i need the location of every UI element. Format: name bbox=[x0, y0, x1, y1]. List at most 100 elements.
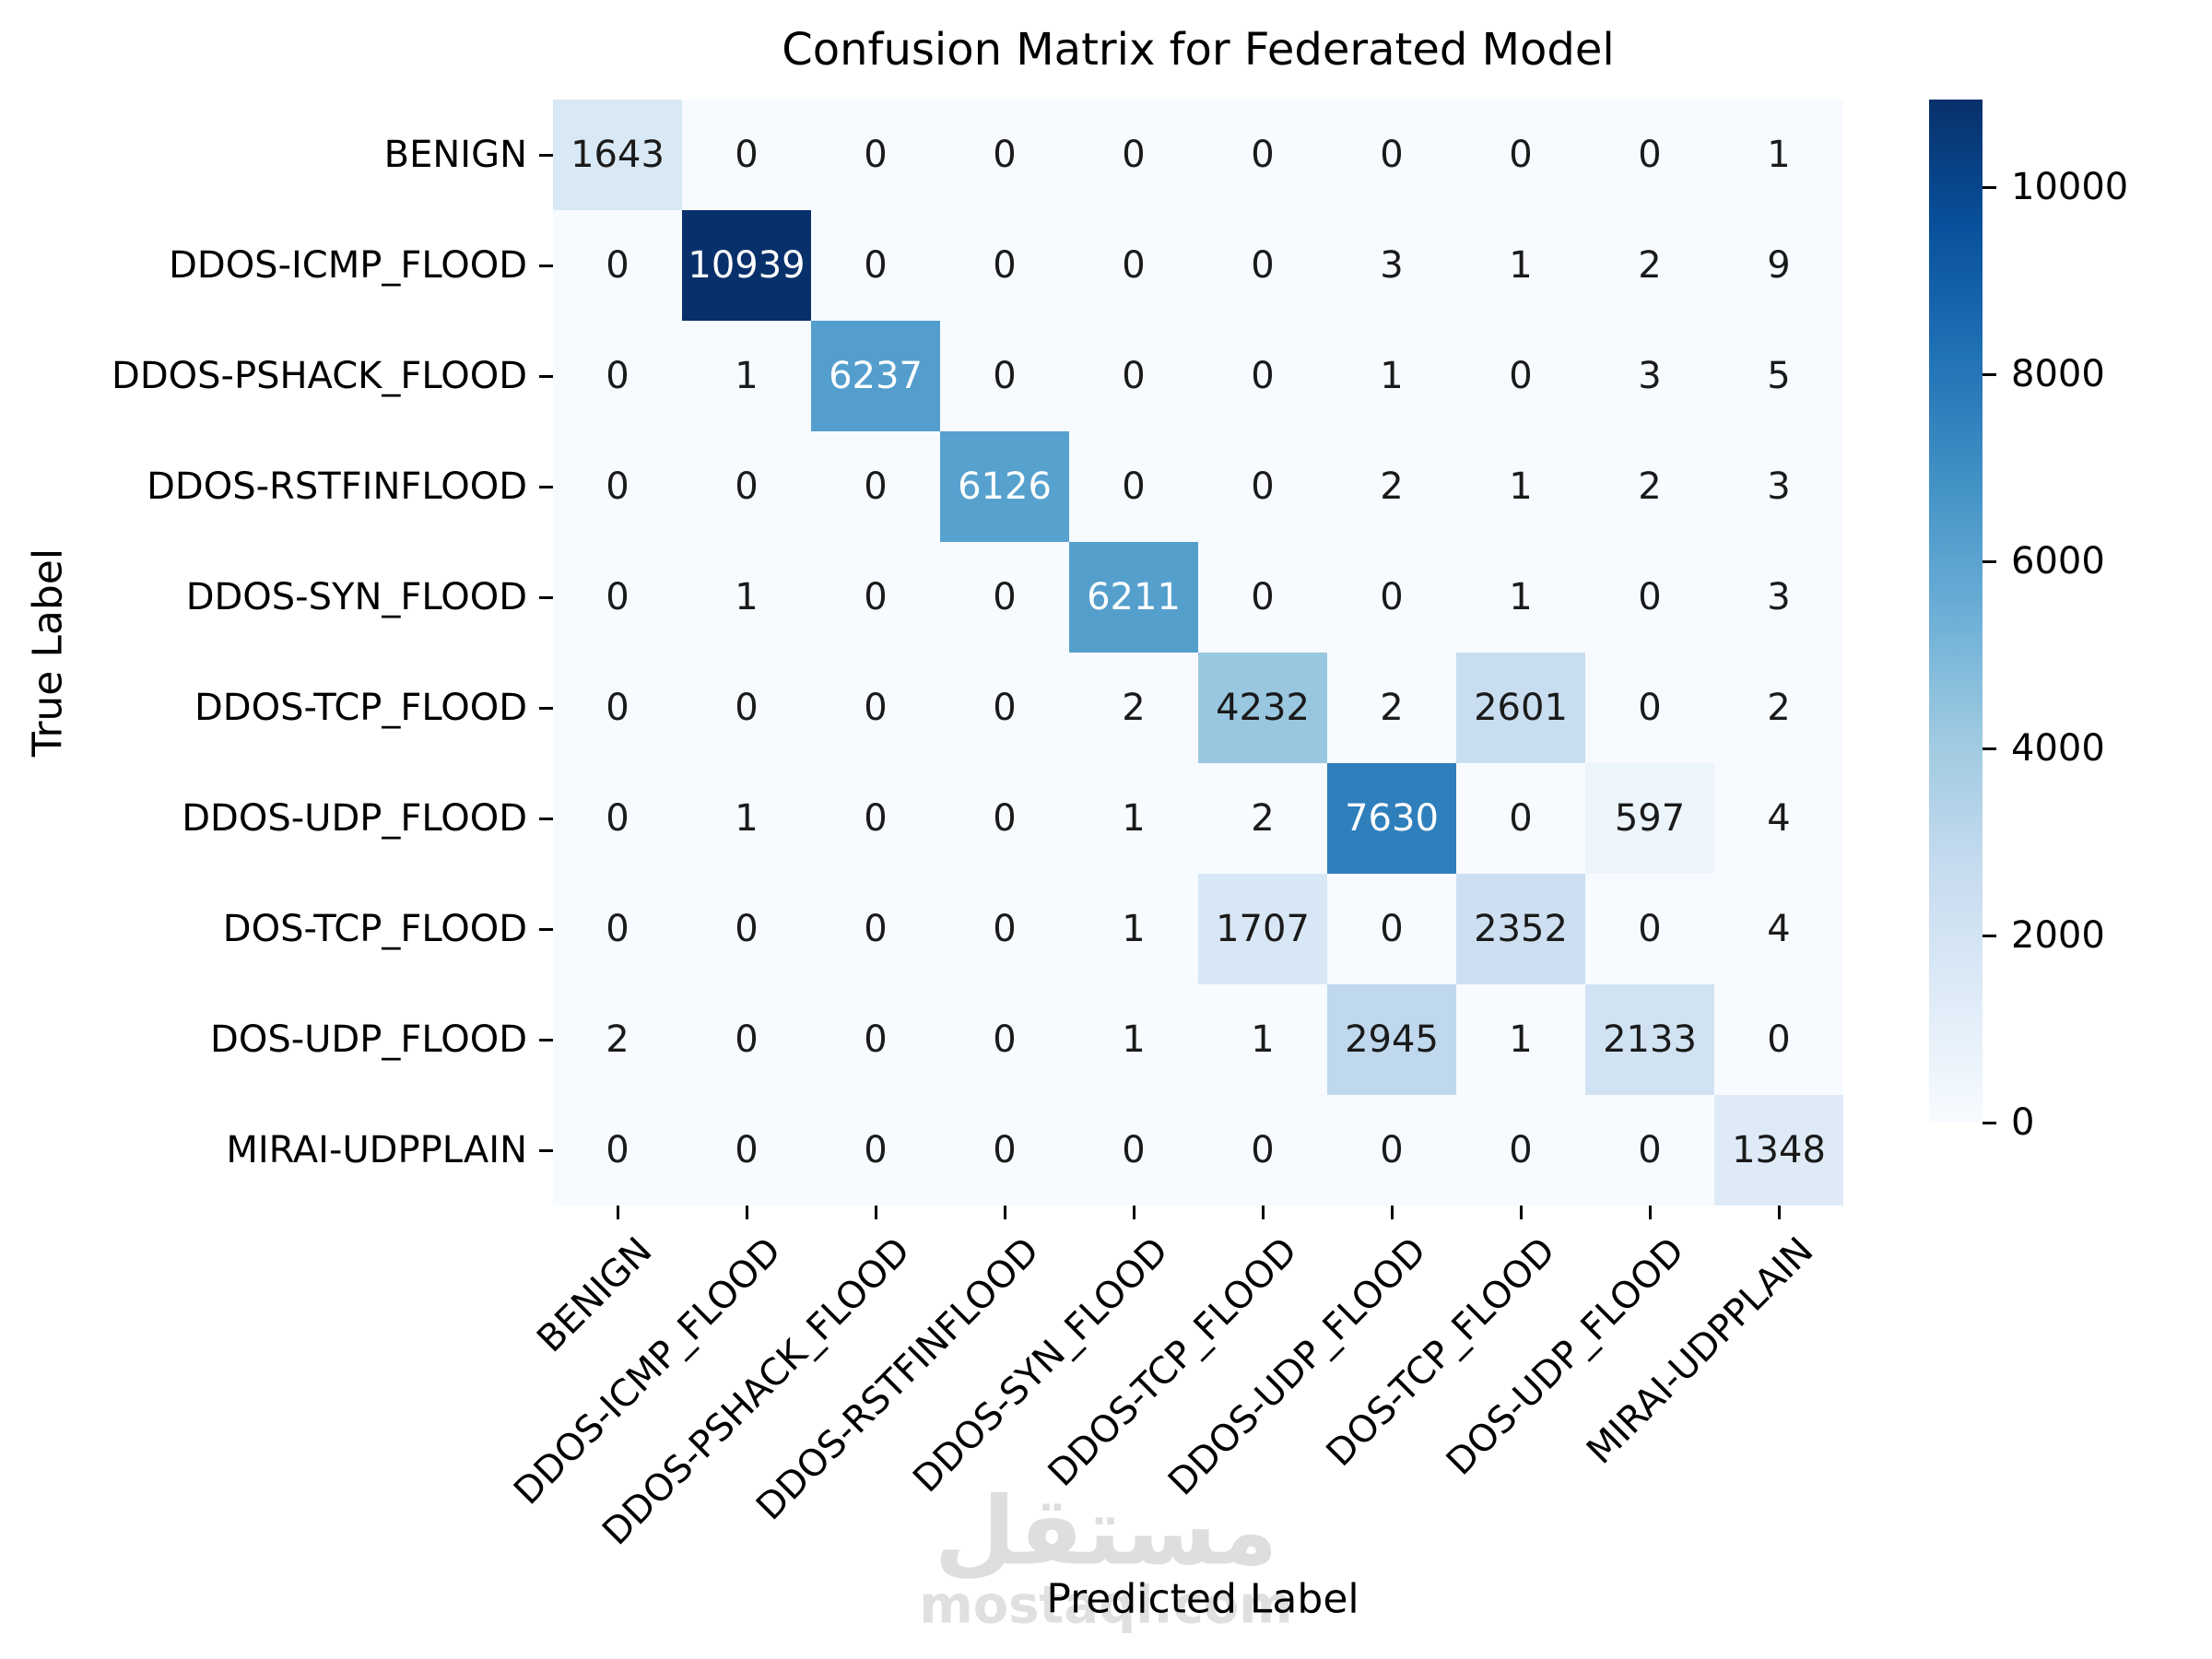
matrix-cell: 0 bbox=[1585, 100, 1714, 210]
y-tick-mark bbox=[539, 485, 553, 488]
matrix-cell: 10939 bbox=[682, 210, 811, 321]
y-tick-label: DOS-TCP_FLOOD bbox=[222, 908, 527, 950]
x-tick-label: DDOS-UDP_FLOOD bbox=[1160, 1230, 1435, 1504]
matrix-cell: 4232 bbox=[1198, 653, 1327, 763]
matrix-cell: 0 bbox=[1585, 1095, 1714, 1206]
matrix-cell: 0 bbox=[811, 542, 940, 653]
matrix-cell: 0 bbox=[811, 874, 940, 984]
matrix-cell: 1348 bbox=[1714, 1095, 1843, 1206]
x-axis-label: Predicted Label bbox=[1046, 1575, 1359, 1623]
matrix-cell: 6211 bbox=[1069, 542, 1198, 653]
x-tick-label: DOS-TCP_FLOOD bbox=[1318, 1230, 1564, 1476]
matrix-cell: 0 bbox=[1327, 1095, 1456, 1206]
matrix-cell: 2945 bbox=[1327, 984, 1456, 1095]
matrix-cell: 1 bbox=[682, 763, 811, 874]
matrix-cell: 0 bbox=[940, 763, 1069, 874]
matrix-cell: 0 bbox=[1069, 321, 1198, 431]
colorbar-tick-mark bbox=[1983, 559, 1996, 563]
colorbar-tick-mark bbox=[1983, 1121, 1996, 1124]
matrix-cell: 4 bbox=[1714, 874, 1843, 984]
x-tick-label: DDOS-SYN_FLOOD bbox=[905, 1230, 1177, 1501]
x-tick-mark bbox=[745, 1206, 748, 1219]
matrix-cell: 3 bbox=[1714, 542, 1843, 653]
matrix-cell: 6237 bbox=[811, 321, 940, 431]
matrix-cell: 0 bbox=[682, 100, 811, 210]
matrix-cell: 0 bbox=[553, 1095, 682, 1206]
matrix-cell: 0 bbox=[1327, 100, 1456, 210]
matrix-cell: 0 bbox=[940, 321, 1069, 431]
matrix-cell: 1 bbox=[1456, 431, 1585, 542]
matrix-cell: 0 bbox=[811, 984, 940, 1095]
matrix-cell: 2352 bbox=[1456, 874, 1585, 984]
watermark-domain: mostaql.com bbox=[919, 1575, 1293, 1636]
x-tick-mark bbox=[874, 1206, 877, 1219]
x-tick-mark bbox=[1390, 1206, 1394, 1219]
matrix-cell: 0 bbox=[1585, 653, 1714, 763]
x-tick-mark bbox=[616, 1206, 619, 1219]
matrix-cell: 0 bbox=[682, 984, 811, 1095]
matrix-cell: 0 bbox=[1198, 100, 1327, 210]
matrix-cell: 2 bbox=[1069, 653, 1198, 763]
y-tick-label: DDOS-UDP_FLOOD bbox=[182, 797, 527, 840]
matrix-cell: 0 bbox=[1198, 431, 1327, 542]
y-tick-label: DDOS-ICMP_FLOOD bbox=[169, 244, 527, 287]
matrix-cell: 2 bbox=[1585, 431, 1714, 542]
matrix-cell: 1 bbox=[1456, 542, 1585, 653]
x-tick-mark bbox=[1132, 1206, 1135, 1219]
y-tick-mark bbox=[539, 595, 553, 599]
matrix-cell: 0 bbox=[940, 210, 1069, 321]
matrix-cell: 9 bbox=[1714, 210, 1843, 321]
matrix-cell: 0 bbox=[553, 210, 682, 321]
matrix-cell: 0 bbox=[811, 653, 940, 763]
matrix-cell: 1 bbox=[1327, 321, 1456, 431]
colorbar-tick-mark bbox=[1983, 747, 1996, 750]
y-tick-mark bbox=[539, 706, 553, 710]
y-tick-label: DDOS-RSTFINFLOOD bbox=[147, 465, 527, 508]
y-tick-mark bbox=[539, 264, 553, 267]
matrix-cell: 0 bbox=[1585, 542, 1714, 653]
matrix-cell: 0 bbox=[1327, 542, 1456, 653]
matrix-cell: 0 bbox=[553, 542, 682, 653]
y-tick-mark bbox=[539, 1148, 553, 1152]
y-tick-mark bbox=[539, 817, 553, 820]
matrix-cell: 0 bbox=[682, 431, 811, 542]
y-tick-mark bbox=[539, 153, 553, 157]
colorbar-tick-label: 10000 bbox=[2011, 166, 2129, 209]
matrix-cell: 597 bbox=[1585, 763, 1714, 874]
matrix-cell: 0 bbox=[682, 1095, 811, 1206]
matrix-cell: 5 bbox=[1714, 321, 1843, 431]
matrix-cell: 1 bbox=[1456, 984, 1585, 1095]
matrix-cell: 0 bbox=[1198, 542, 1327, 653]
matrix-cell: 0 bbox=[940, 542, 1069, 653]
matrix-cell: 0 bbox=[1069, 100, 1198, 210]
matrix-cell: 1707 bbox=[1198, 874, 1327, 984]
matrix-cell: 0 bbox=[811, 100, 940, 210]
heatmap-grid: 1643 0 0 0 0 0 0 0 0 1 0 10939 0 0 0 0 3 1 2 9 0 1 6237 0 0 0 1 0 3 5… bbox=[553, 100, 1843, 1206]
matrix-cell: 0 bbox=[1198, 1095, 1327, 1206]
matrix-cell: 2 bbox=[1585, 210, 1714, 321]
matrix-cell: 0 bbox=[1069, 431, 1198, 542]
matrix-cell: 1 bbox=[1069, 874, 1198, 984]
matrix-cell: 0 bbox=[553, 763, 682, 874]
y-tick-label: DDOS-SYN_FLOOD bbox=[185, 576, 527, 618]
matrix-cell: 1 bbox=[1714, 100, 1843, 210]
matrix-cell: 0 bbox=[940, 1095, 1069, 1206]
matrix-cell: 0 bbox=[1327, 874, 1456, 984]
matrix-cell: 0 bbox=[1198, 210, 1327, 321]
matrix-cell: 2601 bbox=[1456, 653, 1585, 763]
colorbar-tick-label: 4000 bbox=[2011, 727, 2105, 771]
matrix-cell: 2 bbox=[1327, 653, 1456, 763]
y-tick-mark bbox=[539, 927, 553, 931]
colorbar-tick-mark bbox=[1983, 934, 1996, 937]
x-tick-mark bbox=[1519, 1206, 1523, 1219]
matrix-cell: 1 bbox=[1198, 984, 1327, 1095]
y-tick-label: DDOS-PSHACK_FLOOD bbox=[112, 355, 527, 397]
matrix-cell: 6126 bbox=[940, 431, 1069, 542]
x-tick-mark bbox=[1648, 1206, 1652, 1219]
matrix-cell: 3 bbox=[1327, 210, 1456, 321]
matrix-cell: 0 bbox=[940, 984, 1069, 1095]
matrix-cell: 2 bbox=[1198, 763, 1327, 874]
x-tick-label: DDOS-TCP_FLOOD bbox=[1040, 1230, 1306, 1495]
matrix-cell: 0 bbox=[553, 874, 682, 984]
matrix-cell: 0 bbox=[553, 431, 682, 542]
